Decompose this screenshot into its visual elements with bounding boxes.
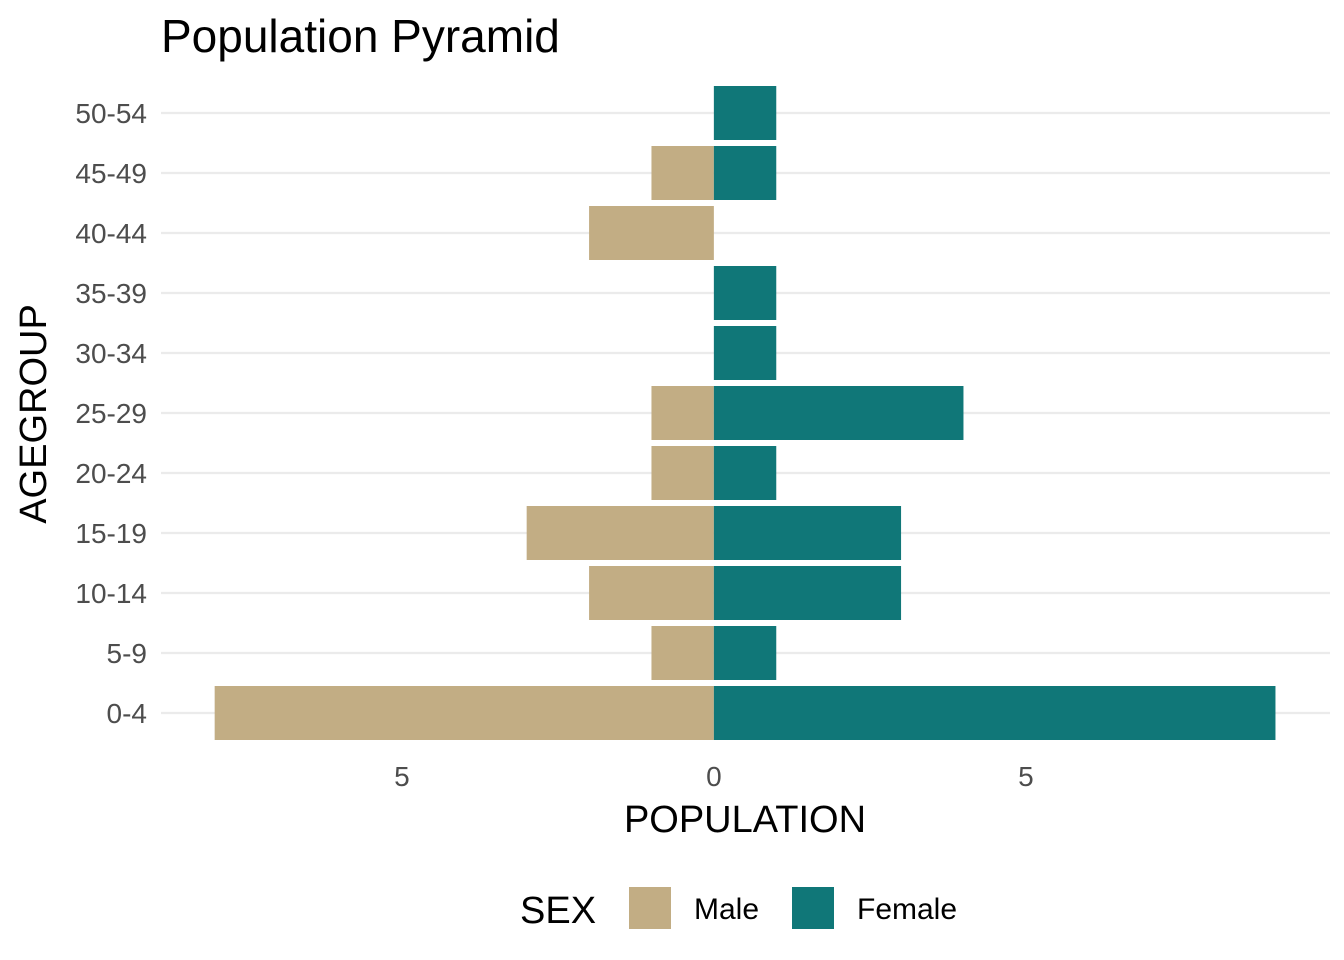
bar-male-20-24 [651,446,714,500]
y-tick-label-20-24: 20-24 [75,458,147,489]
bar-female-0-4 [713,686,1276,740]
x-axis-title: POPULATION [624,799,866,841]
bar-female-5-9 [713,626,777,680]
y-tick-label-10-14: 10-14 [75,578,147,609]
bar-female-45-49 [713,146,777,200]
bar-male-40-44 [589,206,714,260]
y-tick-label-45-49: 45-49 [75,158,147,189]
bar-female-15-19 [713,506,902,560]
y-tick-label-30-34: 30-34 [75,338,147,369]
y-axis-title: AGEGROUP [13,304,55,524]
y-tick-label-5-9: 5-9 [107,638,147,669]
legend-label-female: Female [857,893,957,926]
y-tick-label-15-19: 15-19 [75,518,147,549]
y-tick-label-50-54: 50-54 [75,98,147,129]
legend-key-female [792,887,834,929]
x-tick-label-1: 0 [706,761,722,792]
x-axis-ticks: 5 0 5 [394,761,1034,792]
x-tick-label-0: 5 [394,761,410,792]
bar-female-30-34 [713,326,777,380]
y-tick-label-25-29: 25-29 [75,398,147,429]
bar-female-35-39 [713,266,777,320]
legend-title: SEX [520,890,596,932]
bar-male-45-49 [651,146,714,200]
x-tick-label-2: 5 [1018,761,1034,792]
bars [214,86,1276,740]
bar-male-5-9 [651,626,714,680]
bar-female-20-24 [713,446,777,500]
legend: SEX Male Female [520,887,957,932]
bar-male-10-14 [589,566,714,620]
bar-female-10-14 [713,566,902,620]
bar-male-25-29 [651,386,714,440]
legend-label-male: Male [694,893,759,926]
bar-male-0-4 [214,686,714,740]
bar-female-25-29 [713,386,964,440]
chart-title: Population Pyramid [161,10,560,62]
y-axis-ticks: 0-4 5-9 10-14 15-19 20-24 25-29 30-34 35-39 40-4… [75,98,147,729]
y-tick-label-0-4: 0-4 [107,698,147,729]
legend-key-male [629,887,671,929]
y-tick-label-40-44: 40-44 [75,218,147,249]
bar-female-50-54 [713,86,777,140]
bar-male-15-19 [526,506,714,560]
y-tick-label-35-39: 35-39 [75,278,147,309]
